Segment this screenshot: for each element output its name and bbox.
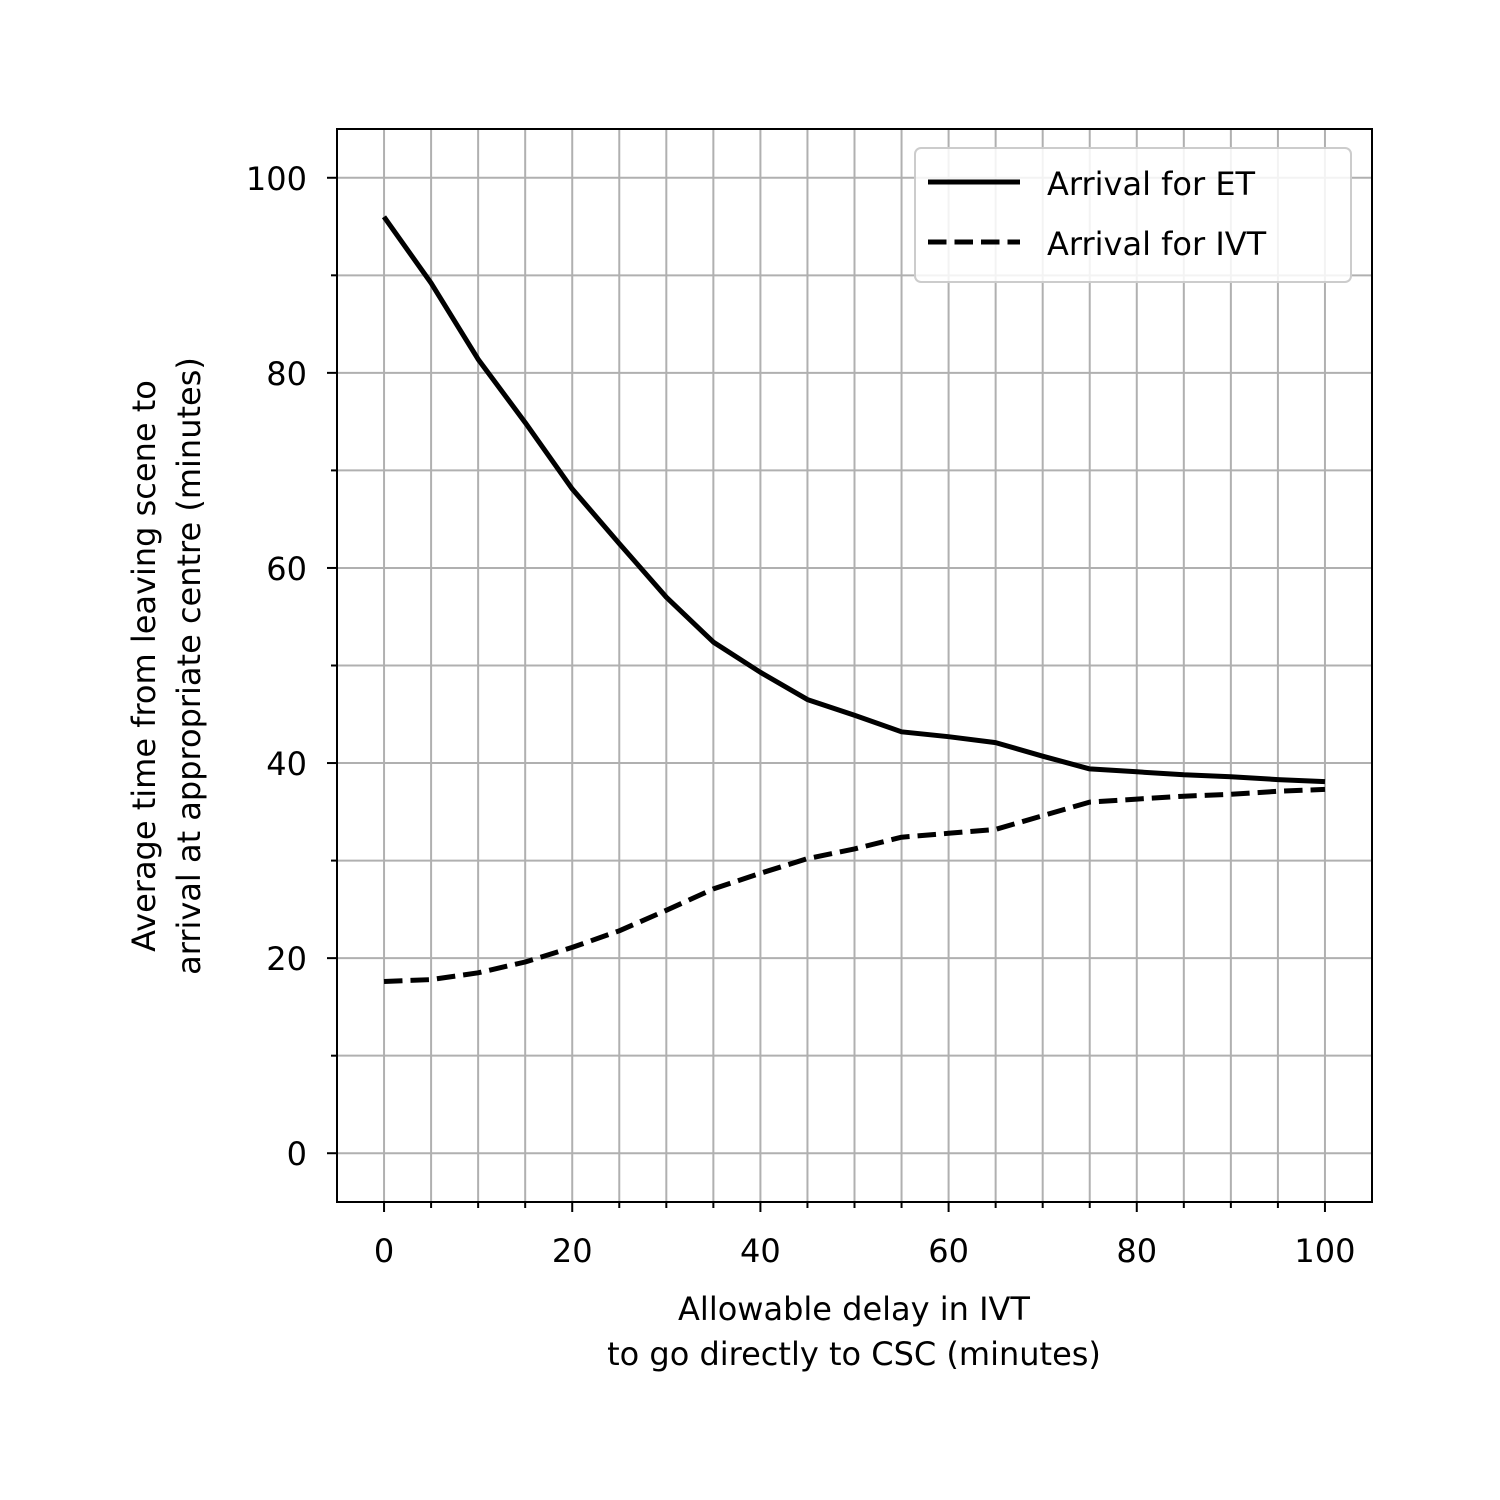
x-axis-label-line1: Allowable delay in IVT (678, 1290, 1030, 1328)
axis-ticks: 0 20 40 60 80 100 0 20 40 60 80 100 (246, 160, 1356, 1270)
series-line-arrival-et (381, 215, 1326, 785)
x-tick-label: 40 (740, 1232, 781, 1270)
y-tick-label: 20 (266, 940, 307, 978)
y-tick-label: 40 (266, 745, 307, 783)
series-line-arrival-ivt (383, 786, 1326, 984)
y-axis-label-line1: Average time from leaving scene to (125, 380, 163, 952)
x-tick-label: 80 (1116, 1232, 1157, 1270)
plot-frame (336, 128, 1373, 1203)
x-axis-label-line2: to go directly to CSC (minutes) (607, 1335, 1101, 1373)
y-tick-label: 0 (287, 1135, 307, 1173)
y-tick-label: 80 (266, 355, 307, 393)
legend-label-arrival-et: Arrival for ET (1047, 165, 1256, 203)
grid-lines (337, 129, 1372, 1202)
legend-label-arrival-ivt: Arrival for IVT (1047, 225, 1267, 263)
legend-box (914, 147, 1352, 283)
y-tick-label: 60 (266, 550, 307, 588)
data-series (381, 215, 1326, 984)
x-tick-label: 60 (928, 1232, 969, 1270)
x-tick-label: 0 (374, 1232, 394, 1270)
y-tick-label: 100 (246, 160, 307, 198)
x-tick-label: 100 (1294, 1232, 1355, 1270)
y-axis-label-line2: arrival at appropriate centre (minutes) (170, 357, 208, 975)
legend: Arrival for ET Arrival for IVT (914, 147, 1352, 283)
x-tick-label: 20 (552, 1232, 593, 1270)
